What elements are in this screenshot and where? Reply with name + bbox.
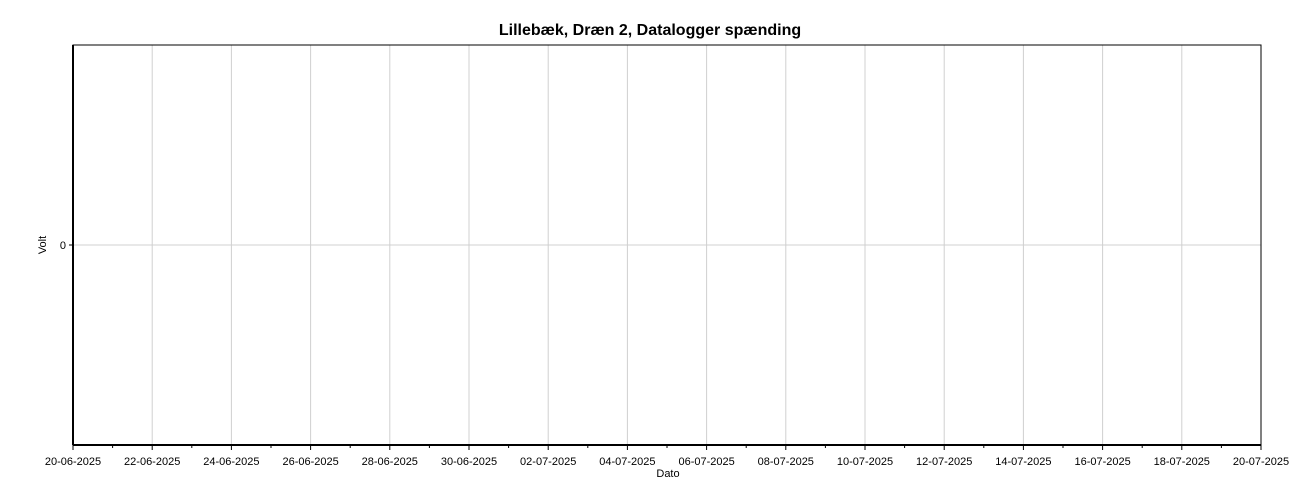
x-tick-label: 24-06-2025: [203, 456, 259, 468]
x-tick-label: 08-07-2025: [758, 456, 814, 468]
x-tick-label: 18-07-2025: [1154, 456, 1210, 468]
tick-layer: 20-06-2025 22-06-2025 24-06-2025 26-06-2025…: [45, 240, 1289, 468]
x-tick-label: 22-06-2025: [124, 456, 180, 468]
x-tick-label: 04-07-2025: [599, 456, 655, 468]
x-tick-label: 16-07-2025: [1074, 456, 1130, 468]
chart-title: Lillebæk, Dræn 2, Datalogger spænding: [499, 22, 801, 39]
x-tick-label: 10-07-2025: [837, 456, 893, 468]
x-tick-label: 30-06-2025: [441, 456, 497, 468]
grid-layer: [73, 45, 1261, 445]
x-tick-label: 20-07-2025: [1233, 456, 1289, 468]
x-tick-label: 14-07-2025: [995, 456, 1051, 468]
x-tick-label: 06-07-2025: [678, 456, 734, 468]
x-tick-label: 26-06-2025: [282, 456, 338, 468]
y-tick-label: 0: [60, 240, 66, 252]
x-axis-label: Dato: [656, 468, 679, 480]
x-tick-label: 02-07-2025: [520, 456, 576, 468]
x-tick-label: 20-06-2025: [45, 456, 101, 468]
y-axis-label: Volt: [37, 236, 49, 254]
x-tick-label: 12-07-2025: [916, 456, 972, 468]
x-tick-label: 28-06-2025: [362, 456, 418, 468]
